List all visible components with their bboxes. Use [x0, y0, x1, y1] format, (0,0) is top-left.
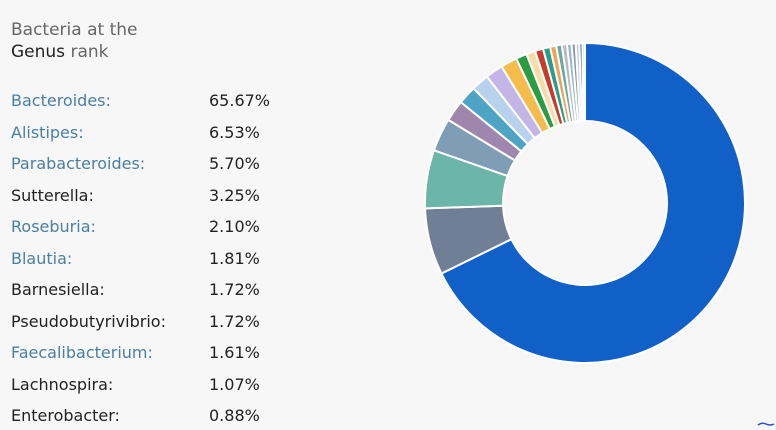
legend-row: Blautia: 1.81% [11, 245, 311, 277]
legend-percentage: 0.88% [209, 406, 260, 425]
donut-slice-bacteroides[interactable] [440, 41, 746, 364]
legend-row: Alistipes: 6.53% [11, 119, 311, 151]
legend-genus-label: Sutterella: [11, 185, 94, 205]
legend-genus-link[interactable]: Faecalibacterium: [11, 343, 153, 362]
legend-genus-label: Lachnospira: [11, 374, 114, 394]
legend-row: Barnesiella: 1.72% [11, 276, 311, 308]
legend-genus-link[interactable]: Alistipes: [11, 122, 84, 142]
legend-genus-link[interactable]: Blautia: [11, 248, 73, 268]
chart-title: Bacteria at the Genus rank [11, 19, 137, 63]
donut-chart [424, 41, 746, 364]
legend-percentage: 1.61% [209, 343, 260, 362]
legend-percentage: 65.67% [209, 91, 271, 110]
legend-row: Roseburia: 2.10% [11, 213, 311, 245]
chart-title-line2: Genus rank [11, 41, 137, 63]
legend-percentage: 1.07% [209, 374, 260, 394]
scribble-mark [757, 422, 775, 426]
legend-genus-label: Barnesiella: [11, 280, 105, 299]
legend: Bacteroides: 65.67% Alistipes: 6.53% Parabac… [11, 87, 311, 430]
chart-title-rank-suffix: rank [70, 42, 109, 62]
legend-percentage: 3.25% [209, 185, 260, 205]
legend-row: Faecalibacterium: 1.61% [11, 339, 311, 371]
legend-row: Bacteroides: 65.67% [11, 87, 311, 119]
legend-percentage: 1.72% [209, 311, 260, 331]
legend-percentage: 1.81% [209, 248, 260, 268]
legend-row: Lachnospira: 1.07% [11, 371, 311, 403]
donut-slice-other-10[interactable] [581, 41, 587, 123]
legend-genus-label: Enterobacter: [11, 406, 120, 425]
legend-genus-label: Pseudobutyrivibrio: [11, 311, 166, 331]
legend-genus-link[interactable]: Parabacteroides: [11, 154, 146, 173]
chart-title-line1: Bacteria at the [11, 20, 138, 40]
legend-percentage: 6.53% [209, 122, 260, 142]
legend-percentage: 5.70% [209, 154, 260, 173]
legend-percentage: 2.10% [209, 217, 260, 236]
legend-genus-link[interactable]: Roseburia: [11, 217, 96, 236]
legend-row: Parabacteroides: 5.70% [11, 150, 311, 182]
legend-genus-link[interactable]: Bacteroides: [11, 91, 111, 110]
chart-title-rank-word: Genus [11, 42, 66, 62]
legend-percentage: 1.72% [209, 280, 260, 299]
legend-row: Pseudobutyrivibrio: 1.72% [11, 308, 311, 340]
legend-row: Enterobacter: 0.88% [11, 402, 311, 430]
legend-row: Sutterella: 3.25% [11, 182, 311, 214]
